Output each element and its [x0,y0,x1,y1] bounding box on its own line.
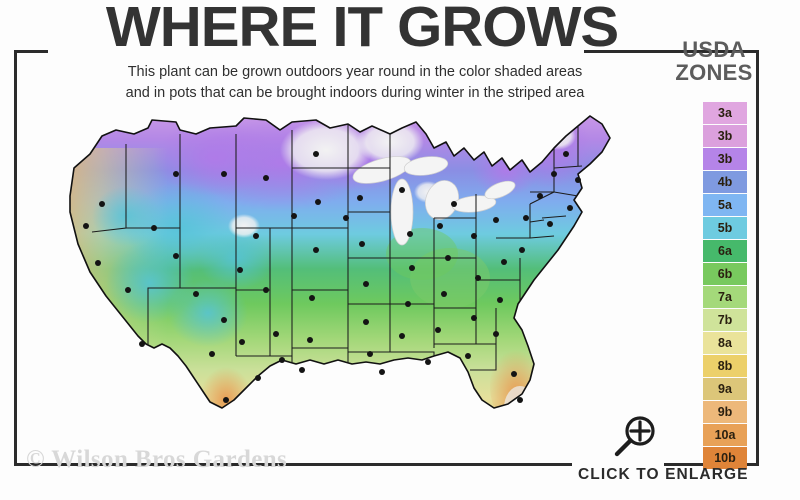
legend-swatch-8a: 8a [703,332,747,354]
state-borders [91,124,583,371]
legend-swatch-9a: 9a [703,378,747,400]
legend-swatch-3a: 3a [703,102,747,124]
watermark-credit: © Wilson Bros Gardens [26,446,288,473]
map-svg [69,115,611,409]
usda-hardiness-zone-map[interactable] [30,108,670,458]
frame-border-top-right [584,50,759,53]
legend-swatch-7a: 7a [703,286,747,308]
page-title: WHERE IT GROWS [105,0,619,59]
legend-swatch-10b: 10b [703,447,747,469]
page-subtitle: This plant can be grown outdoors year ro… [40,62,670,104]
frame-border-left [14,50,17,466]
magnifier-svg [614,416,655,457]
click-to-enlarge-label[interactable]: CLICK TO ENLARGE [578,466,749,483]
legend-swatch-4b: 4b [703,171,747,193]
frame-border-top-left [14,50,48,53]
legend-heading-line-2: ZONES [675,60,753,86]
subtitle-line-2: and in pots that can be brought indoors … [125,85,585,102]
us-national-border [69,115,611,409]
legend-swatch-9b: 9b [703,401,747,423]
legend-heading: USDA ZONES [672,38,756,84]
usda-zone-legend: 3a 3b 3b 4b 5a 5b 6a 6b 7a 7b 8a 8b 9a 9b 10a 10b [703,102,747,470]
subtitle-line-1: This plant can be grown outdoors year ro… [127,64,583,80]
legend-swatch-7b: 7b [703,309,747,331]
legend-swatch-6a: 6a [703,240,747,262]
legend-swatch-3b: 3b [703,125,747,147]
legend-swatch-5b: 5b [703,217,747,239]
legend-swatch-3b: 3b [703,148,747,170]
legend-swatch-10a: 10a [703,424,747,446]
frame-border-right [756,50,759,466]
magnifier-plus-icon[interactable] [612,415,658,459]
frame-border-bottom [14,463,572,466]
city-dot-layer [83,151,581,403]
great-lakes [352,156,516,246]
legend-swatch-5a: 5a [703,194,747,216]
legend-swatch-6b: 6b [703,263,747,285]
legend-heading-line-1: USDA [682,37,746,62]
legend-swatch-8b: 8b [703,355,747,377]
